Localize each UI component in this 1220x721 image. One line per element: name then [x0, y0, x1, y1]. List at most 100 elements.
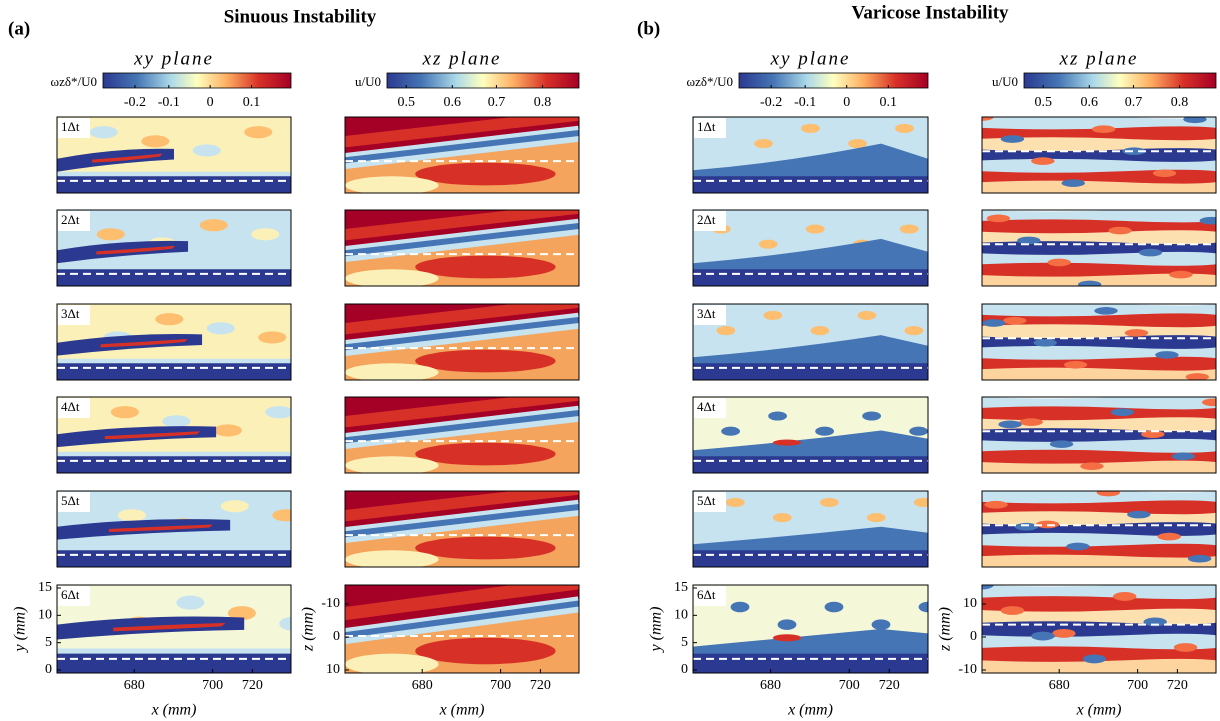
contour [772, 513, 792, 523]
contour-plot [345, 304, 579, 380]
contour [162, 415, 191, 428]
contour [279, 616, 291, 631]
contour [982, 356, 1216, 372]
colorbar-tick-label: -0.1 [794, 95, 816, 110]
colorbar-tick-label: -0.1 [158, 95, 180, 110]
x-tick-label: 700 [490, 678, 511, 693]
plot-frame [692, 303, 929, 381]
contour [982, 219, 1216, 234]
x-tick-label: 680 [760, 678, 781, 693]
contour [1014, 522, 1039, 531]
contour [345, 269, 439, 286]
y-tick-label: 10 [326, 662, 340, 677]
time-label: 5Δt [61, 493, 80, 508]
y-tick-label: -10 [321, 596, 340, 611]
contour [272, 509, 291, 522]
contour [1031, 631, 1055, 641]
column-title: xy plane [133, 48, 214, 69]
contour [895, 123, 914, 133]
contour [730, 601, 750, 613]
time-label-box [58, 398, 90, 418]
contour [866, 513, 886, 523]
x-axis-label: x (mm) [151, 702, 197, 719]
time-label: 6Δt [61, 587, 80, 602]
contour [862, 411, 881, 421]
plot-frame [981, 116, 1217, 194]
contour [415, 349, 556, 373]
x-tick-label: 720 [530, 678, 551, 693]
contour [693, 176, 928, 193]
contour [258, 331, 287, 344]
contour [1080, 462, 1104, 470]
contour [1199, 216, 1216, 225]
contour [206, 322, 235, 335]
contour-plot [982, 585, 1216, 673]
colorbar-tick-label: 0.8 [534, 95, 552, 110]
plot-frame [344, 584, 580, 674]
plot-frame [692, 209, 929, 287]
panel-title: Sinuous Instability [224, 6, 377, 27]
contour [108, 524, 213, 533]
contour [693, 456, 928, 473]
contour [1138, 248, 1163, 257]
contour [100, 338, 188, 348]
contour [192, 144, 221, 157]
plot-frame [692, 396, 929, 474]
contour [998, 420, 1022, 429]
column-title: xz plane [1059, 48, 1139, 69]
colorbar [386, 72, 580, 89]
colorbar-tick-label: 0.1 [243, 95, 261, 110]
plot-frame [692, 116, 929, 194]
contour [57, 363, 291, 380]
x-tick-label: 700 [202, 678, 223, 693]
y-tick-label: 0 [333, 629, 340, 644]
colorbar-tick-label: 0.7 [488, 95, 506, 110]
contour [1052, 629, 1076, 638]
contour [345, 316, 579, 351]
time-label-box [694, 492, 726, 512]
contour [982, 180, 1216, 193]
y-tick-label: 15 [674, 580, 688, 595]
contour [96, 245, 175, 255]
plot-frame [692, 490, 929, 568]
contour [716, 326, 736, 336]
contour [345, 304, 579, 335]
contour [345, 363, 439, 380]
time-label: 2Δt [697, 212, 716, 227]
contour [345, 397, 579, 428]
contour [1122, 147, 1146, 155]
x-axis-label: x (mm) [787, 702, 833, 719]
contour [117, 509, 146, 522]
contour [848, 139, 867, 149]
panel-label: (b) [637, 18, 660, 39]
contour [227, 606, 256, 621]
plot-frame [692, 584, 929, 674]
contour [982, 117, 994, 121]
contour [415, 536, 556, 560]
contour [1124, 329, 1149, 337]
y-tick-label: 10 [38, 608, 52, 623]
contour [982, 126, 1216, 141]
time-label-box [58, 586, 90, 606]
y-tick-label: -10 [958, 662, 977, 677]
contour [1017, 236, 1041, 245]
contour [693, 653, 928, 673]
contour [345, 210, 579, 241]
y-tick-label: 15 [38, 580, 52, 595]
colorbar-tick-label: 0 [843, 95, 850, 110]
contour [815, 426, 834, 436]
contour [415, 442, 556, 466]
contour [345, 653, 439, 673]
contour [213, 424, 242, 437]
contour [1110, 408, 1135, 416]
contour-plot [345, 585, 579, 673]
contour [982, 137, 1216, 152]
y-axis-label: z (mm) [300, 607, 317, 652]
contour [982, 262, 1216, 278]
contour [982, 554, 1216, 567]
time-label-box [694, 398, 726, 418]
contour [176, 595, 205, 610]
contour [1169, 270, 1193, 279]
contour [982, 230, 1216, 245]
plot-frame [344, 490, 580, 568]
